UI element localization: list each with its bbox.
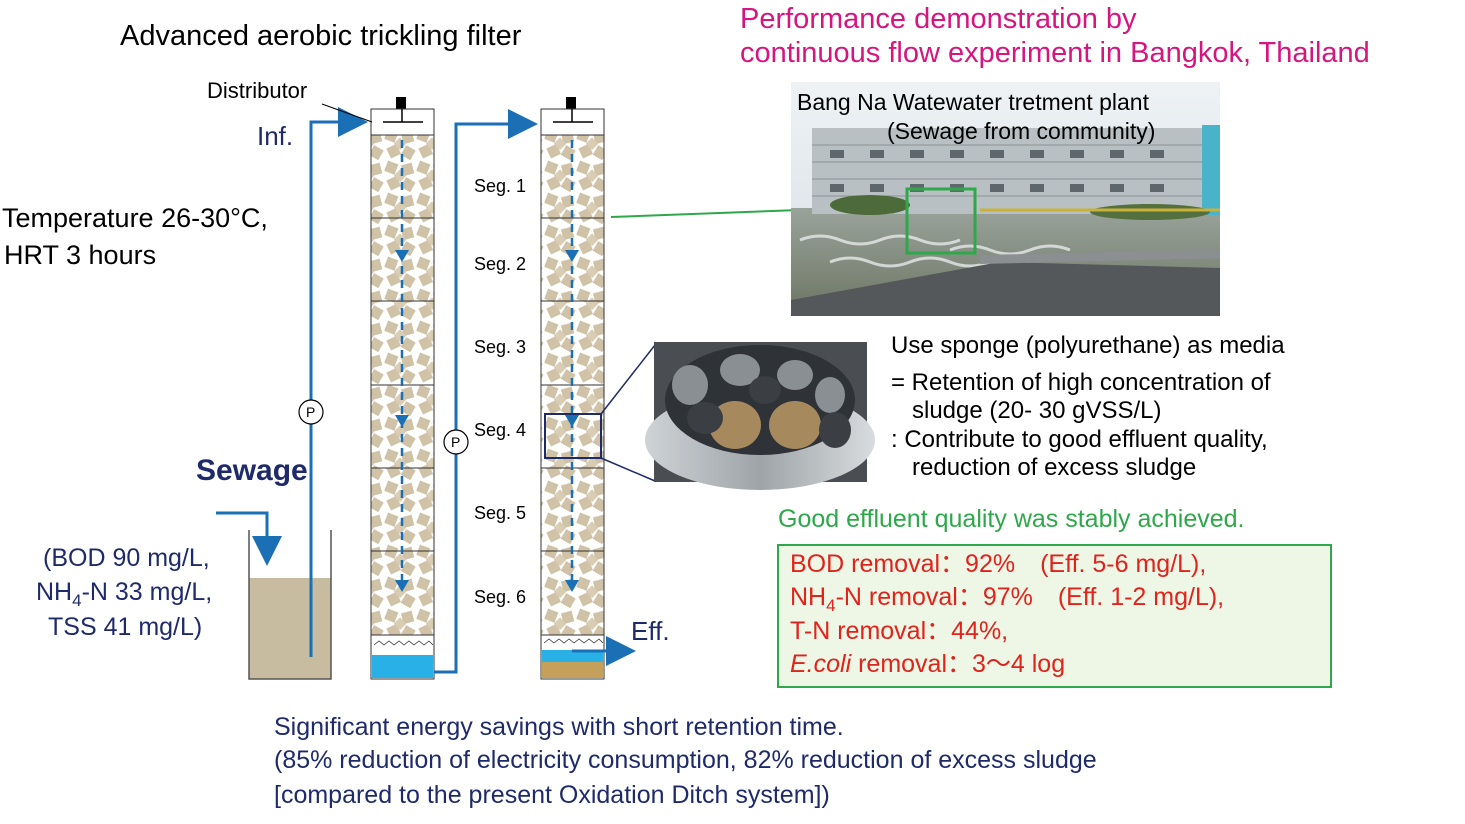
media-line-1: Use sponge (polyurethane) as media	[891, 332, 1285, 359]
segment-4-highlight	[544, 413, 602, 459]
filter-column-1	[370, 97, 435, 680]
influent-label: Inf.	[257, 121, 294, 151]
right-title-line-1: Performance demonstration by	[740, 3, 1137, 35]
media-line-5: reduction of excess sludge	[912, 454, 1197, 481]
media-line-3: sludge (20- 30 gVSS/L)	[912, 397, 1162, 424]
segment-label-2: Seg. 2	[474, 254, 527, 274]
segment-label-5: Seg. 5	[474, 503, 527, 523]
result-nh4: NH4-N removal：97% (Eff. 1-2 mg/L),	[790, 583, 1224, 616]
condition-line-1: Temperature 26-30°C,	[2, 203, 268, 233]
plant-caption-line-1: Bang Na Watewater tretment plant	[797, 89, 1149, 115]
sewage-label: Sewage	[196, 454, 308, 487]
result-nh4-subscript: 4	[826, 596, 836, 615]
segment-label-4: Seg. 4	[474, 420, 527, 440]
segment-label-3: Seg. 3	[474, 337, 527, 357]
condition-line-2: HRT 3 hours	[4, 240, 157, 270]
right-title-line-2: continuous flow experiment in Bangkok, T…	[740, 37, 1370, 69]
sewage-quality-line-1: (BOD 90 mg/L,	[43, 544, 210, 572]
sponge-connector-bottom	[600, 457, 656, 482]
bottom-line-3: [compared to the present Oxidation Ditch…	[274, 781, 830, 809]
result-ecoli: E.coli removal：3～4 log	[790, 650, 1065, 679]
pump-1	[298, 399, 324, 425]
nh4-text: NH	[36, 578, 73, 606]
sewage-quality-line-3: TSS 41 mg/L)	[48, 613, 203, 641]
left-title: Advanced aerobic trickling filter	[120, 20, 522, 52]
bottom-line-1: Significant energy savings with short re…	[274, 713, 844, 741]
plant-caption-line-2: (Sewage from community)	[887, 118, 1156, 144]
distributor-label: Distributor	[207, 78, 308, 103]
media-line-2: = Retention of high concentration of	[891, 369, 1271, 396]
filter-column-2	[540, 97, 605, 680]
bottom-line-2: (85% reduction of electricity consumptio…	[274, 746, 1097, 774]
media-line-4: : Contribute to good effluent quality,	[891, 426, 1268, 453]
sewage-inlet-arrow	[216, 511, 282, 566]
result-tn: T-N removal：44%,	[790, 617, 1009, 645]
distributor-pointer	[321, 103, 373, 123]
pump-2-label: P	[451, 434, 461, 450]
effluent-label: Eff.	[631, 616, 670, 646]
result-nh4-value: -N removal：97% (Eff. 1-2 mg/L),	[835, 583, 1225, 611]
segment-label-1: Seg. 1	[474, 176, 527, 196]
photo-highlight-box	[905, 187, 977, 255]
segment-label-6: Seg. 6	[474, 587, 527, 607]
ecoli-name: E.coli	[790, 650, 852, 678]
sponge-connector-top	[600, 344, 656, 415]
transfer-pipe	[434, 109, 538, 674]
result-bod: BOD removal：92% (Eff. 5-6 mg/L),	[790, 550, 1207, 578]
result-nh4-text: NH	[790, 583, 827, 611]
sponge-media-photo	[645, 342, 875, 490]
treatment-plant-photo	[791, 82, 1220, 316]
influent-pipe	[309, 107, 368, 657]
result-heading: Good effluent quality was stably achieve…	[778, 505, 1245, 533]
pump-2	[443, 429, 469, 455]
nh4-value: -N 33 mg/L,	[81, 578, 213, 606]
sewage-quality-line-2: NH4-N 33 mg/L,	[36, 578, 212, 611]
sewage-tank	[248, 530, 332, 680]
results-box	[777, 544, 1332, 688]
nh4-subscript: 4	[72, 591, 82, 610]
pump-1-label: P	[306, 404, 316, 420]
ecoli-value: removal：3～4 log	[851, 650, 1066, 678]
